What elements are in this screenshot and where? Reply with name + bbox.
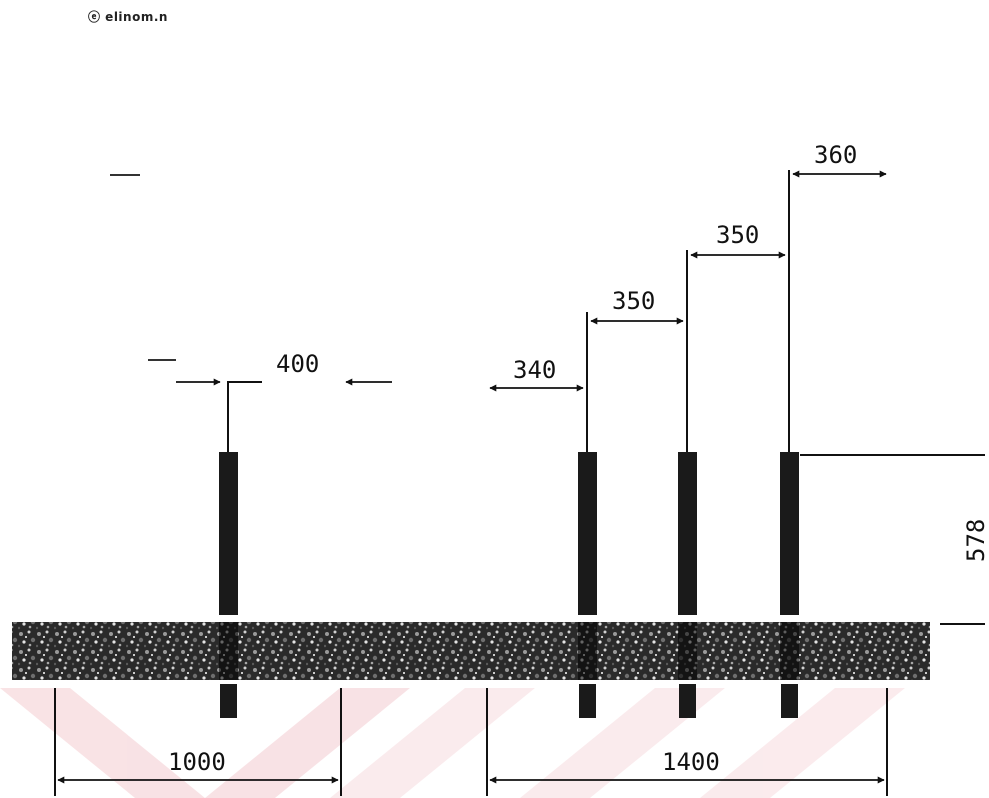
extension-lines [227,170,985,625]
ground-slab [12,622,930,680]
bollard-post-2 [578,452,597,615]
bollard-post-1 [219,452,238,615]
watermark-chevrons [0,688,905,798]
dim-340: 340 [489,356,584,392]
post-stub-1 [220,684,237,718]
watermark-logo: ⓔ elinom.n [88,10,168,24]
dim-1000: 1000 [54,688,342,796]
bollard-post-3 [678,452,697,615]
dim-400: 400 [176,350,392,386]
post-stub-2 [579,684,596,718]
dim-350-a: 350 [590,287,684,325]
bollard-post-4 [780,452,799,615]
dim-350-b: 350 [690,221,786,259]
dim-578-label: 578 [962,519,989,562]
post-stub-3 [679,684,696,718]
dim-340-label: 340 [513,356,556,384]
dim-1400: 1400 [486,688,888,796]
dim-350-b-label: 350 [716,221,759,249]
dim-1400-label: 1400 [662,748,720,776]
dim-350-a-label: 350 [612,287,655,315]
dim-360: 360 [792,141,887,178]
dim-360-label: 360 [814,141,857,169]
post-stub-4 [781,684,798,718]
dim-1000-label: 1000 [168,748,226,776]
embedded-posts [219,622,799,680]
dim-400-label: 400 [276,350,319,378]
